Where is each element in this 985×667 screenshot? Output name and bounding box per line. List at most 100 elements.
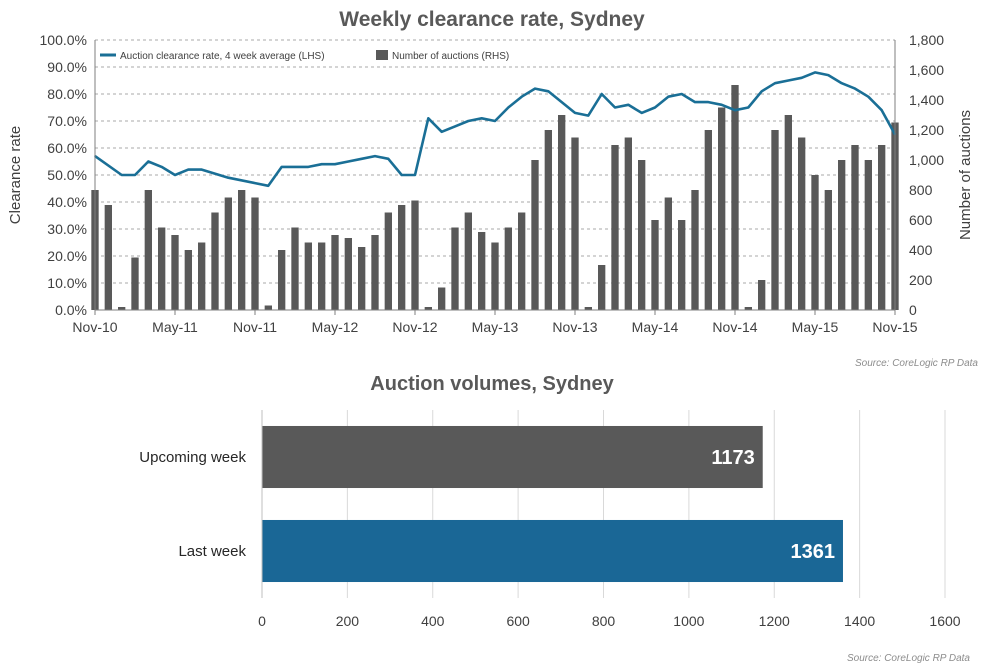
auction-bar — [104, 205, 112, 310]
clearance-point — [254, 182, 256, 184]
clearance-point — [840, 82, 843, 84]
clearance-point — [427, 117, 430, 120]
clearance-chart-title: Weekly clearance rate, Sydney — [339, 8, 645, 31]
auction-bar — [451, 227, 459, 310]
auction-bar — [851, 145, 859, 310]
clearance-point — [667, 95, 670, 98]
left-tick-label: 50.0% — [47, 167, 87, 183]
x-tick-label: May-12 — [312, 319, 359, 335]
clearance-point — [400, 174, 403, 176]
auction-bar — [598, 265, 606, 310]
auction-bar — [438, 287, 446, 310]
clearance-point — [654, 106, 656, 109]
auction-bar — [504, 227, 512, 310]
x-tick-label: May-11 — [152, 319, 198, 335]
clearance-point — [787, 79, 790, 82]
clearance-point — [134, 174, 136, 176]
auction-bar — [718, 107, 726, 310]
volume-x-tick-label: 800 — [592, 613, 616, 629]
left-tick-label: 60.0% — [47, 140, 87, 156]
volume-x-tick-label: 1400 — [844, 613, 875, 629]
auction-bar — [624, 137, 632, 310]
left-tick-label: 100.0% — [40, 32, 87, 48]
x-tick-label: May-15 — [792, 319, 839, 335]
clearance-point — [560, 101, 563, 103]
auction-bar — [344, 238, 352, 310]
right-tick-label: 200 — [909, 272, 933, 288]
legend: Auction clearance rate, 4 week average (… — [100, 50, 509, 62]
volume-bar — [262, 519, 843, 583]
volume-chart: Auction volumes, Sydney 1173 1361 0 200 400… — [139, 373, 970, 664]
left-tick-label: 0.0% — [55, 302, 87, 318]
auction-bar — [304, 242, 312, 310]
auction-bar — [544, 130, 552, 310]
clearance-point — [800, 77, 803, 79]
auction-bar — [731, 85, 739, 310]
volume-axes: 0 200 400 600 800 1000 1200 1400 1600 Upcoming we… — [139, 410, 961, 629]
clearance-point — [347, 160, 350, 163]
clearance-point — [280, 166, 283, 168]
auction-bar — [811, 175, 819, 310]
volume-category-label: Last week — [178, 543, 246, 560]
auction-bar — [824, 190, 832, 310]
clearance-line — [94, 71, 897, 188]
clearance-point — [707, 101, 710, 103]
clearance-point — [160, 166, 163, 168]
volume-x-tick-label: 1600 — [929, 613, 960, 629]
clearance-point — [587, 114, 590, 117]
left-axis-title: Clearance rate — [7, 126, 24, 224]
auction-bar — [411, 200, 419, 310]
volume-x-tick-label: 1000 — [673, 613, 704, 629]
volume-bar — [262, 425, 763, 489]
clearance-point — [867, 95, 870, 98]
auction-bar — [691, 190, 699, 310]
clearance-point — [227, 176, 230, 179]
clearance-point — [854, 87, 856, 90]
clearance-point — [520, 95, 523, 98]
auction-bar — [184, 250, 192, 310]
clearance-point — [454, 125, 456, 128]
clearance-point — [760, 90, 763, 93]
left-tick-label: 80.0% — [47, 86, 87, 102]
right-tick-label: 800 — [909, 182, 933, 198]
clearance-point — [814, 71, 816, 74]
clearance-point — [187, 168, 190, 171]
right-tick-label: 1,600 — [909, 62, 944, 78]
legend-line-label: Auction clearance rate, 4 week average (… — [120, 51, 325, 62]
clearance-point — [640, 112, 643, 114]
clearance-point — [680, 93, 683, 95]
clearance-point — [174, 174, 176, 176]
auction-bar — [118, 307, 126, 310]
clearance-point — [294, 166, 296, 168]
volume-x-tick-label: 400 — [421, 613, 445, 629]
auction-bar — [171, 235, 179, 310]
clearance-point — [440, 131, 443, 133]
clearance-point — [614, 106, 616, 109]
x-tick-label: Nov-15 — [872, 319, 917, 335]
auction-bar — [531, 160, 539, 310]
auction-bar — [704, 130, 712, 310]
clearance-point — [494, 120, 496, 122]
clearance-point — [534, 87, 536, 90]
clearance-point — [720, 104, 723, 106]
right-tick-label: 1,000 — [909, 152, 944, 168]
left-tick-label: 40.0% — [47, 194, 87, 210]
right-axis-title: Number of auctions — [957, 110, 974, 240]
volume-x-tick-label: 0 — [258, 613, 266, 629]
auction-bar — [464, 212, 472, 310]
x-tick-label: Nov-11 — [233, 319, 277, 335]
clearance-point — [600, 93, 603, 95]
volume-bar-value: 1173 — [711, 447, 754, 469]
auction-bar — [331, 235, 339, 310]
clearance-point — [734, 109, 736, 111]
legend-bar-label: Number of auctions (RHS) — [392, 51, 509, 62]
auction-bar — [158, 227, 166, 310]
auction-bar — [238, 190, 246, 310]
x-tick-label: Nov-12 — [392, 319, 437, 335]
clearance-point — [574, 112, 576, 114]
auction-bar — [678, 220, 686, 310]
auction-bar — [651, 220, 659, 310]
clearance-point — [627, 104, 630, 106]
clearance-point — [120, 174, 123, 176]
